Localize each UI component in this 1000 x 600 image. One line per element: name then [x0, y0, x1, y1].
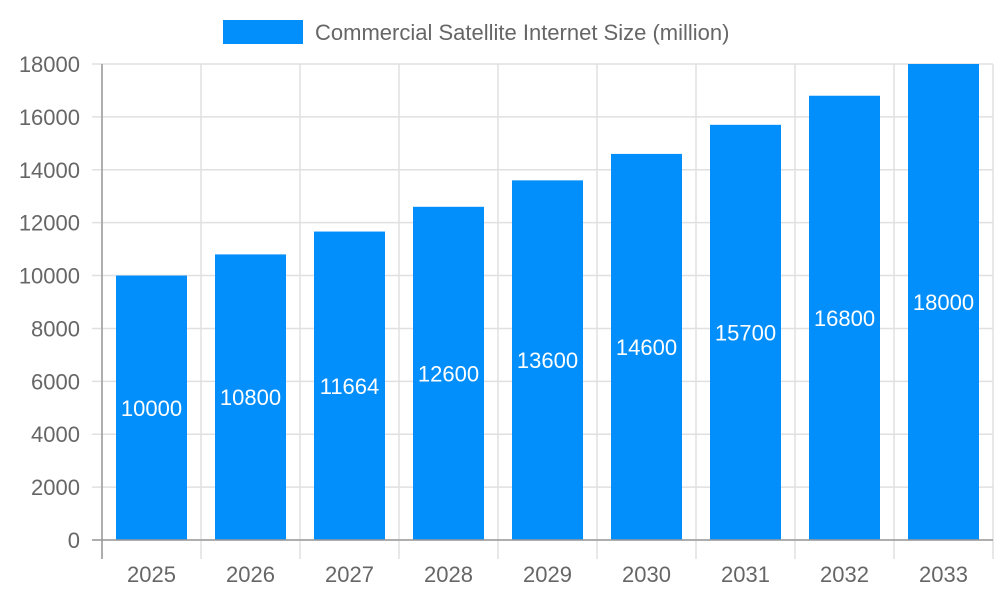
y-tick-label: 12000 — [19, 211, 80, 236]
bar-2033 — [908, 64, 979, 540]
x-tick-label: 2029 — [523, 562, 572, 587]
bar-2028 — [413, 206, 484, 541]
x-tick-label: 2026 — [226, 562, 275, 587]
legend[interactable]: Commercial Satellite Internet Size (mill… — [223, 20, 729, 45]
x-tick-label: 2025 — [127, 562, 176, 587]
bar-2025 — [116, 275, 187, 540]
x-tick-label: 2031 — [721, 562, 770, 587]
legend-swatch — [223, 20, 303, 44]
y-tick-label: 2000 — [31, 475, 80, 500]
axes: 0 2000 4000 6000 8000 10000 12000 14000 16000 180… — [19, 52, 993, 587]
data-label-2030: 14600 — [616, 335, 677, 360]
data-label-2028: 12600 — [418, 361, 479, 386]
bar-2032 — [809, 95, 880, 540]
bar-2031 — [710, 124, 781, 541]
legend-label: Commercial Satellite Internet Size (mill… — [315, 20, 729, 45]
y-tick-label: 0 — [68, 528, 80, 553]
bar-2030 — [611, 153, 682, 540]
data-label-2029: 13600 — [517, 348, 578, 373]
x-tick-label: 2032 — [820, 562, 869, 587]
y-tick-label: 18000 — [19, 52, 80, 77]
data-label-2032: 16800 — [814, 306, 875, 331]
y-tick-label: 16000 — [19, 105, 80, 130]
data-label-2031: 15700 — [715, 320, 776, 345]
x-tick-label: 2027 — [325, 562, 374, 587]
y-tick-label: 6000 — [31, 369, 80, 394]
data-label-2027: 11664 — [320, 374, 380, 399]
data-label-2025: 10000 — [121, 396, 182, 421]
data-label-2033: 18000 — [913, 290, 974, 315]
y-tick-label: 4000 — [31, 422, 80, 447]
x-tick-label: 2030 — [622, 562, 671, 587]
bar-2026 — [215, 254, 286, 540]
data-label-2026: 10800 — [220, 385, 281, 410]
y-tick-label: 10000 — [19, 264, 80, 289]
x-tick-label: 2033 — [919, 562, 968, 587]
x-tick-label: 2028 — [424, 562, 473, 587]
y-tick-label: 8000 — [31, 316, 80, 341]
y-tick-label: 14000 — [19, 158, 80, 183]
bar-2027 — [314, 231, 385, 540]
bars: 10000 10800 11664 12600 13600 14600 15700 16800… — [116, 64, 979, 541]
bar-2029 — [512, 180, 583, 540]
